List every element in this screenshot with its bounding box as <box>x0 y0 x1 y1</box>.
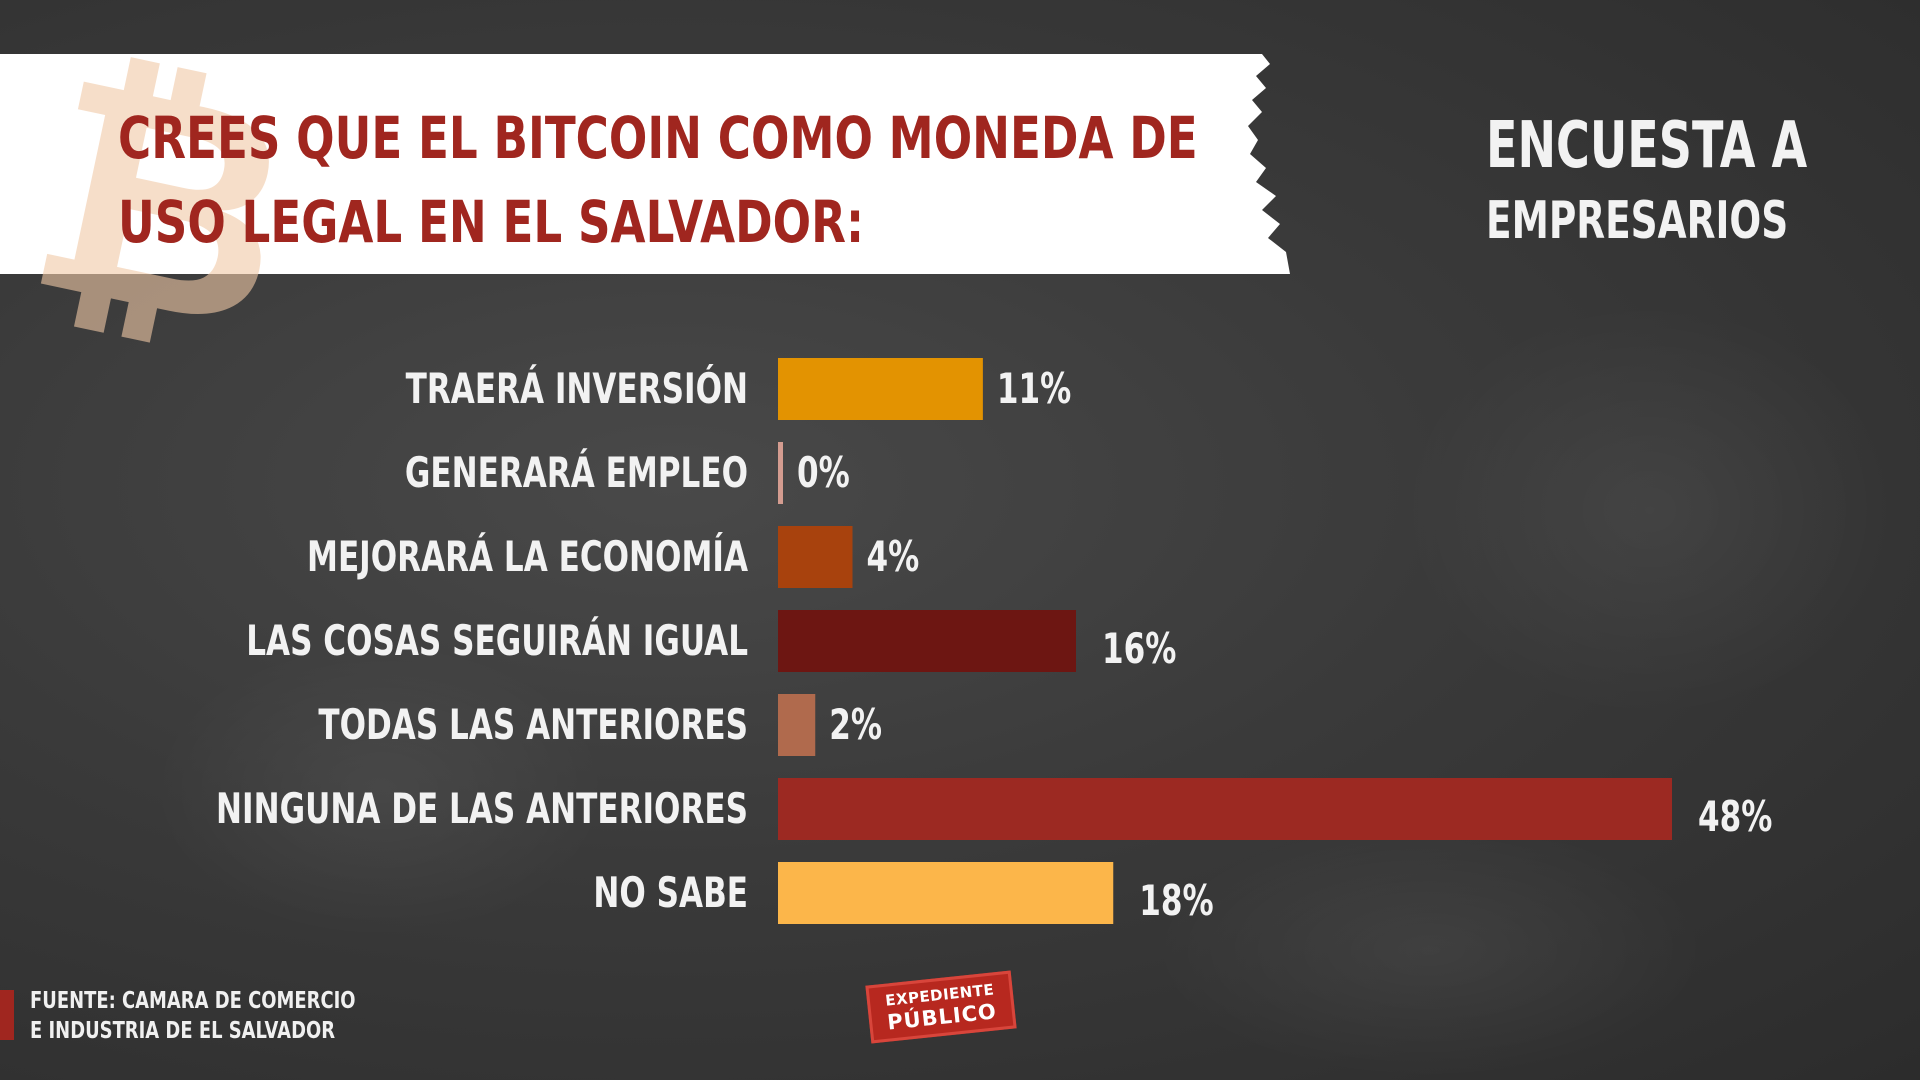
category-label: MEJORARÁ LA ECONOMÍA <box>307 531 748 581</box>
title-line-2: uso legal en El Salvador: <box>118 188 865 256</box>
category-label: GENERARÁ EMPLEO <box>405 447 748 497</box>
value-label: 11% <box>997 365 1071 414</box>
source-note: FUENTE: CAMARA DE COMERCIO E INDUSTRIA D… <box>30 986 356 1046</box>
title-banner: ₿ Crees que el Bitcoin como moneda de us… <box>0 7 1300 400</box>
source-line-1: FUENTE: CAMARA DE COMERCIO <box>30 988 356 1014</box>
value-label: 0% <box>797 449 850 498</box>
value-label: 16% <box>1102 625 1176 674</box>
category-label: TRAERÁ INVERSIÓN <box>406 363 748 413</box>
bar <box>778 694 816 756</box>
value-label: 18% <box>1139 877 1213 926</box>
source-line-2: E INDUSTRIA DE EL SALVADOR <box>30 1018 336 1044</box>
value-label: 48% <box>1698 793 1772 842</box>
bar <box>778 862 1114 924</box>
torn-paper-banner <box>0 54 1290 274</box>
subtitle-line-2: EMPRESARIOS <box>1486 191 1789 251</box>
bar <box>778 442 783 504</box>
category-label: TODAS LAS ANTERIORES <box>318 701 748 750</box>
bar <box>778 358 983 420</box>
chalk-smudge <box>1400 300 1900 720</box>
bar <box>778 610 1076 672</box>
subtitle-line-1: ENCUESTA A <box>1486 109 1808 183</box>
value-label: 2% <box>829 701 882 750</box>
chalk-smudge <box>150 640 610 940</box>
source-accent-bar <box>0 990 14 1040</box>
category-label: LAS COSAS SEGUIRÁN IGUAL <box>246 615 748 665</box>
category-label: NINGUNA DE LAS ANTERIORES <box>216 785 748 834</box>
chalk-smudge <box>1150 820 1710 1080</box>
category-label: NO SABE <box>593 869 748 918</box>
bar <box>778 526 853 588</box>
bar <box>778 778 1672 840</box>
value-label: 4% <box>867 533 920 582</box>
chart-subtitle: ENCUESTA A EMPRESARIOS <box>1486 106 1807 256</box>
